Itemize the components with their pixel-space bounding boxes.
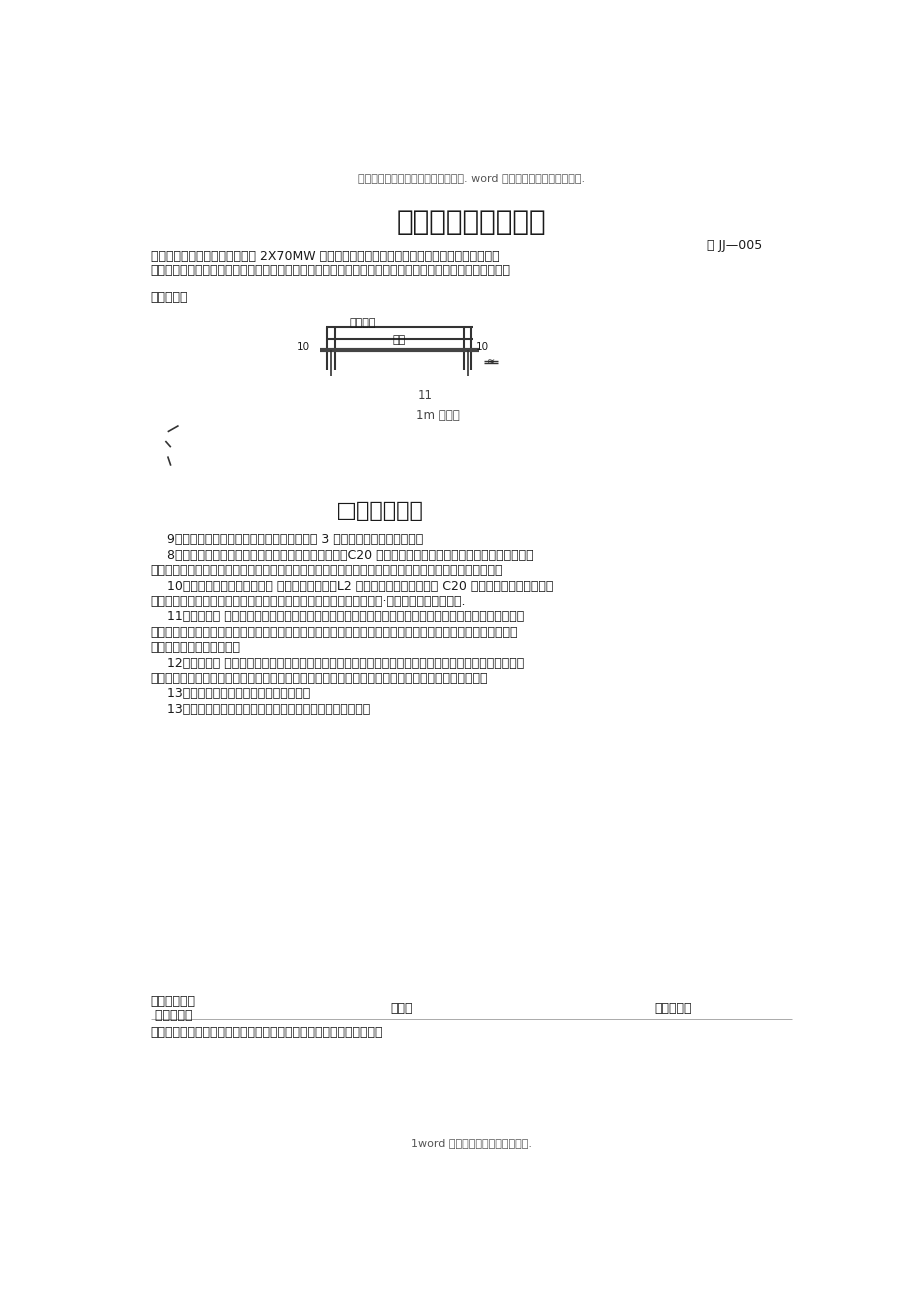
Text: 8、门框内灌浆：对于钢质防火门，需要在门框内填充C20 细石混凝上；填充前应先把门关好，将门扇开启: 8、门框内灌浆：对于钢质防火门，需要在门框内填充C20 细石混凝上；填充前应先把… <box>151 549 533 562</box>
Text: 10: 10 <box>297 342 310 353</box>
Text: 丝，然后关上门检查缝隙是否合适。口与扇是否平整，无问题后方可将螺丝全部拧上拧紧。螺丝的启口方向均应: 丝，然后关上门检查缝隙是否合适。口与扇是否平整，无问题后方可将螺丝全部拧上拧紧。… <box>151 626 517 639</box>
Text: 顺方向，确保启闭灵活，安装防火锁的双扇对开门必须安装插销，安好后插销与盖扇不得有摩擦现象。: 顺方向，确保启闭灵活，安装防火锁的双扇对开门必须安装插销，安好后插销与盖扇不得有… <box>151 673 488 686</box>
Text: 11: 11 <box>417 389 432 402</box>
Text: 而的门框与门扇之间的防漏孔塞上塑料盖后，方可进行填充：填充水泥不能过量，防止门框变形影响开启。: 而的门框与门扇之间的防漏孔塞上塑料盖后，方可进行填充：填充水泥不能过量，防止门框… <box>151 565 503 578</box>
Text: 13、选好开门角度，在门上钻好安装孔。: 13、选好开门角度，在门上钻好安装孔。 <box>151 687 310 700</box>
Text: 项目（专业）: 项目（专业） <box>151 995 196 1008</box>
Text: 交底部位配电室及楼梯间工序名称防火门安装工程交底提要：防火门相关材料的准备、质量要求及施工工艺。: 交底部位配电室及楼梯间工序名称防火门安装工程交底提要：防火门相关材料的准备、质量… <box>151 264 510 277</box>
Text: □立橙立面图: □立橙立面图 <box>335 501 424 522</box>
Text: 门宽: 门宽 <box>392 334 405 345</box>
Text: 工程名称济南东新热电有限公司 2X70MW 施工单位济南一建集团总公司热水锅炉主厂房建设工程: 工程名称济南东新热电有限公司 2X70MW 施工单位济南一建集团总公司热水锅炉主… <box>151 250 499 263</box>
Text: 接受交底人: 接受交底人 <box>653 1002 691 1015</box>
Text: 鲁 JJ—005: 鲁 JJ—005 <box>706 239 761 252</box>
Text: 10、门框与墙体间隙间的处理 门框周边缝隙，用L2 的水泥砂浆或强度不低于 C20 的细石混凝土嵌缝牢固，: 10、门框与墙体间隙间的处理 门框周边缝隙，用L2 的水泥砂浆或强度不低于 C2… <box>151 580 552 593</box>
Text: 门洞口宽: 门洞口宽 <box>348 317 375 328</box>
Text: 在同一方向，为垂直方向口: 在同一方向，为垂直方向口 <box>151 641 241 654</box>
Text: 13、将闭门器安装在门上，带调速阀的一端朝门合页一侧。: 13、将闭门器安装在门上，带调速阀的一端朝门合页一侧。 <box>151 703 369 716</box>
Text: 9、不论采用何种连接方式，每边均不应少于 3 个连接点，且应牢固连接。: 9、不论采用何种连接方式，每边均不应少于 3 个连接点，且应牢固连接。 <box>151 533 423 546</box>
Text: 文档从网络中收集，已重新整理排版. word 版本可编辑，欢迎下载支持.: 文档从网络中收集，已重新整理排版. word 版本可编辑，欢迎下载支持. <box>357 173 584 183</box>
Text: 注：本记录一式两份，一份交底单位存，一份接受交底单位存。日期：: 注：本记录一式两份，一份交底单位存，一份接受交底单位存。日期： <box>151 1026 382 1039</box>
Text: ≈: ≈ <box>486 356 494 367</box>
Text: 防火门工程技术交底: 防火门工程技术交底 <box>396 208 546 237</box>
Text: 12、安装五金 五金配件安装均应符合消防规范要求并达到各自的使用功能。闭门器通常安装在疏散方向的: 12、安装五金 五金配件安装均应符合消防规范要求并达到各自的使用功能。闭门器通常… <box>151 657 523 670</box>
Text: 技术负责人: 技术负责人 <box>151 1010 192 1023</box>
Text: 交底人: 交底人 <box>390 1002 413 1015</box>
Text: 10: 10 <box>476 342 489 353</box>
Text: 应保证与墙体结成整体：经养护凝固后，再粉刷洞口及墙体。门框与墙·体连接处打建筑密封胶.: 应保证与墙体结成整体：经养护凝固后，再粉刷洞口及墙体。门框与墙·体连接处打建筑密… <box>151 595 466 608</box>
Text: 1word 版本可编辑，欢迎下载支持.: 1word 版本可编辑，欢迎下载支持. <box>411 1138 531 1147</box>
Text: 交底内容：: 交底内容： <box>151 291 188 304</box>
Text: 1m 水平线: 1m 水平线 <box>415 409 459 422</box>
Text: 11、安装门扇 门扇缝隙尺寸合适后，即安装合页，安装上、中、下合页时，安装时应先拧上下合页一个螺: 11、安装门扇 门扇缝隙尺寸合适后，即安装合页，安装上、中、下合页时，安装时应先… <box>151 610 523 623</box>
